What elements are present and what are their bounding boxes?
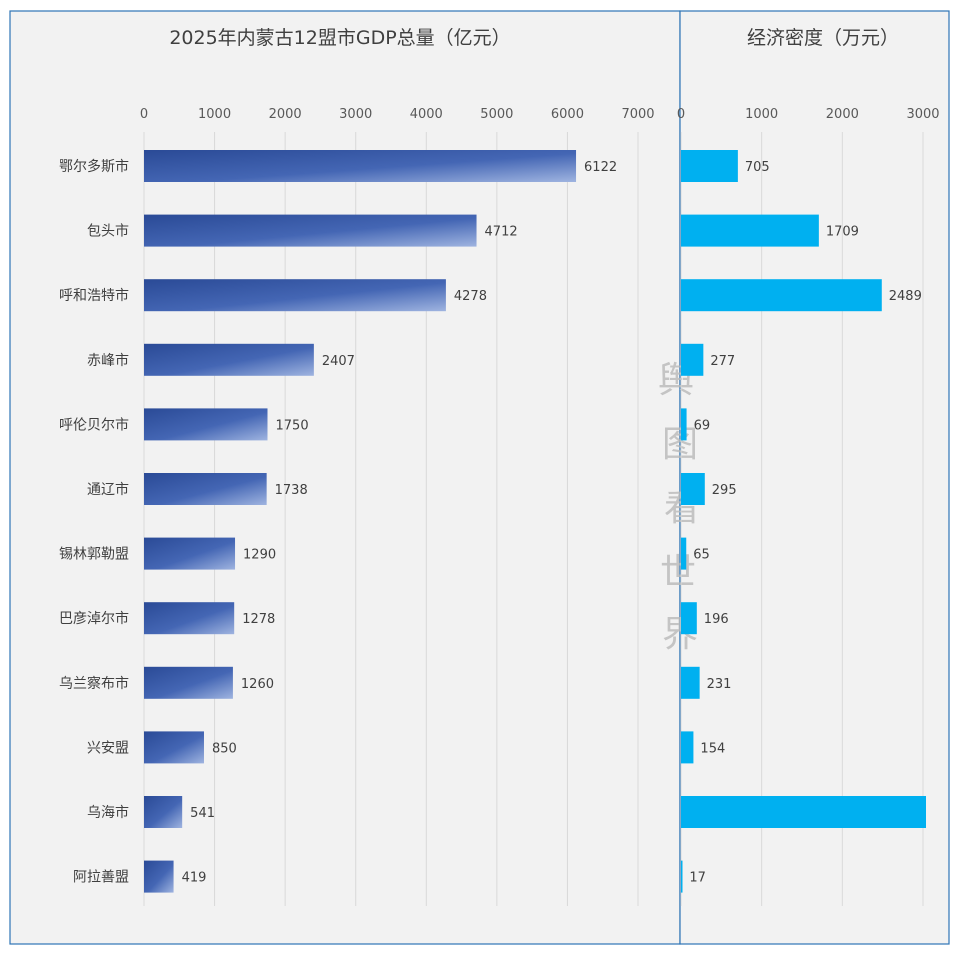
density-data-label: 65 <box>693 548 710 563</box>
density-bar <box>681 602 697 635</box>
density-tick-label: 3000 <box>906 107 939 122</box>
density-data-label: 196 <box>704 612 729 627</box>
gdp-data-label: 850 <box>212 741 237 756</box>
gdp-bar <box>144 602 235 635</box>
gdp-tick-label: 0 <box>140 107 148 122</box>
gdp-data-label: 541 <box>190 806 215 821</box>
gdp-bar <box>144 150 577 182</box>
gdp-axis-ticks: 0 1000 2000 3000 4000 5000 6000 7000 <box>140 107 655 122</box>
gdp-data-label: 1278 <box>242 612 275 627</box>
gdp-tick-label: 2000 <box>269 107 302 122</box>
category-label: 赤峰市 <box>87 352 129 369</box>
gdp-bar <box>144 860 174 893</box>
category-label: 呼伦贝尔市 <box>59 416 129 433</box>
gdp-chart-title: 2025年内蒙古12盟市GDP总量（亿元） <box>169 27 510 49</box>
gdp-tick-label: 1000 <box>198 107 231 122</box>
gdp-bar <box>144 731 204 764</box>
gdp-data-label: 1290 <box>243 548 276 563</box>
gdp-data-label: 2407 <box>322 354 355 369</box>
density-tick-label: 2000 <box>826 107 859 122</box>
density-bar <box>681 279 882 312</box>
category-label: 鄂尔多斯市 <box>59 158 129 175</box>
density-tick-label: 0 <box>677 107 685 122</box>
density-bar <box>681 731 694 764</box>
gdp-tick-label: 3000 <box>339 107 372 122</box>
density-bar <box>681 666 700 699</box>
gdp-data-label: 6122 <box>584 160 617 175</box>
gdp-data-label: 1260 <box>241 677 274 692</box>
density-tick-label: 1000 <box>745 107 778 122</box>
gdp-tick-label: 7000 <box>621 107 654 122</box>
density-bar <box>681 473 705 505</box>
gdp-bars <box>144 150 577 893</box>
density-bar <box>681 214 819 247</box>
density-bar <box>681 860 683 893</box>
density-bar <box>681 343 704 376</box>
density-data-label: 17 <box>689 871 706 886</box>
density-gridlines <box>680 132 924 906</box>
density-axis-ticks: 0 1000 2000 3000 <box>677 107 940 122</box>
category-label: 通辽市 <box>87 481 129 498</box>
category-label: 巴彦淖尔市 <box>59 610 129 627</box>
category-label: 锡林郭勒盟 <box>59 546 129 563</box>
density-data-label: 231 <box>707 677 732 692</box>
gdp-bar <box>144 537 236 570</box>
gdp-tick-label: 6000 <box>551 107 584 122</box>
watermark-char: 世 <box>660 552 696 593</box>
gdp-tick-label: 5000 <box>480 107 513 122</box>
density-data-label: 2489 <box>889 289 922 304</box>
density-chart-title: 经济密度（万元） <box>747 27 899 49</box>
gdp-bar <box>144 408 268 441</box>
category-label: 乌兰察布市 <box>59 675 129 692</box>
gdp-data-label: 419 <box>182 871 207 886</box>
density-bar <box>681 796 926 828</box>
category-label: 乌海市 <box>87 804 129 821</box>
density-bars <box>681 150 926 893</box>
category-label: 兴安盟 <box>87 740 129 756</box>
gdp-bar <box>144 343 314 376</box>
density-bar <box>681 408 687 441</box>
density-data-labels: 705 1709 2489 277 69 295 65 196 231 154 17 <box>689 160 922 886</box>
gdp-bar <box>144 279 446 312</box>
density-bar <box>681 537 687 570</box>
density-data-label: 295 <box>712 483 737 498</box>
gdp-data-label: 1738 <box>275 483 308 498</box>
density-bar <box>681 150 738 182</box>
gdp-category-labels: 鄂尔多斯市包头市呼和浩特市赤峰市呼伦贝尔市通辽市锡林郭勒盟巴彦淖尔市乌兰察布市兴… <box>59 158 129 886</box>
gdp-data-labels: 6122 4712 4278 2407 1750 1738 1290 1278 1260 850 5… <box>182 160 618 886</box>
density-data-label: 69 <box>694 418 711 433</box>
category-label: 包头市 <box>87 223 129 240</box>
gdp-data-label: 4278 <box>454 289 487 304</box>
density-data-label: 705 <box>745 160 770 175</box>
category-label: 阿拉善盟 <box>73 870 129 886</box>
watermark-char: 图 <box>662 424 698 465</box>
gdp-bar <box>144 666 233 699</box>
gdp-bar <box>144 473 267 505</box>
gdp-tick-label: 4000 <box>410 107 443 122</box>
gdp-gridlines <box>143 132 639 906</box>
gdp-bar <box>144 796 183 828</box>
gdp-bar <box>144 214 477 247</box>
gdp-data-label: 1750 <box>276 418 309 433</box>
density-data-label: 277 <box>710 354 735 369</box>
category-label: 呼和浩特市 <box>59 287 129 304</box>
density-data-label: 1709 <box>826 225 859 240</box>
density-data-label: 154 <box>700 741 725 756</box>
gdp-data-label: 4712 <box>485 225 518 240</box>
